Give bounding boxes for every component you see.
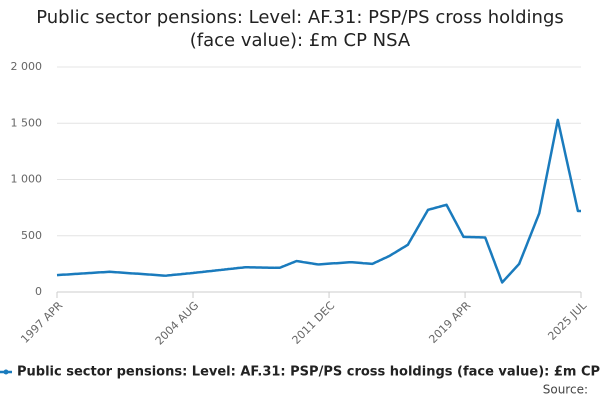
x-tick-label: 2019 APR xyxy=(426,299,473,346)
legend-marker xyxy=(3,369,9,375)
y-tick-label: 2 000 xyxy=(11,60,43,73)
y-tick-label: 500 xyxy=(21,229,42,242)
x-tick-label: 1997 APR xyxy=(18,299,65,346)
x-tick-label: 2004 AUG xyxy=(153,299,202,348)
source: Source: xyxy=(543,383,588,397)
x-tick-label: 2025 JUL xyxy=(545,298,589,342)
y-tick-label: 1 000 xyxy=(11,173,43,186)
x-tick-label: 2011 DEC xyxy=(289,299,337,347)
y-tick-label: 1 500 xyxy=(11,116,43,129)
series-line xyxy=(56,118,581,284)
legend-label: Public sector pensions: Level: AF.31: PS… xyxy=(17,365,600,380)
chart-title: Public sector pensions: Level: AF.31: PS… xyxy=(36,7,564,51)
y-tick-label: 0 xyxy=(35,285,42,298)
